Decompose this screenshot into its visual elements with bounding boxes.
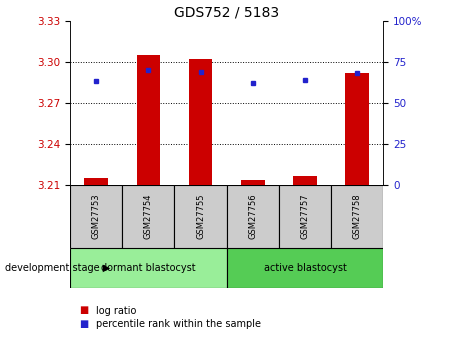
Text: GSM27756: GSM27756 [248, 194, 257, 239]
Bar [70, 185, 122, 248]
Text: percentile rank within the sample: percentile rank within the sample [96, 319, 261, 329]
Bar [241, 180, 264, 185]
Bar [175, 185, 226, 248]
Bar [226, 185, 279, 248]
Bar [122, 185, 175, 248]
Text: dormant blastocyst: dormant blastocyst [101, 263, 196, 273]
Bar [189, 59, 212, 185]
Bar [84, 178, 108, 185]
Bar [70, 248, 226, 288]
Bar [279, 185, 331, 248]
Bar [331, 185, 383, 248]
Text: GSM27755: GSM27755 [196, 194, 205, 239]
Text: GSM27757: GSM27757 [300, 194, 309, 239]
Text: GSM27754: GSM27754 [144, 194, 153, 239]
Text: GSM27753: GSM27753 [92, 194, 101, 239]
Bar [345, 72, 369, 185]
Text: active blastocyst: active blastocyst [263, 263, 346, 273]
Bar [137, 55, 160, 185]
Text: log ratio: log ratio [96, 306, 137, 315]
Text: ■: ■ [79, 319, 88, 329]
Text: ■: ■ [79, 306, 88, 315]
Bar [226, 248, 383, 288]
Text: development stage ▶: development stage ▶ [5, 263, 110, 273]
Bar [293, 176, 317, 185]
Text: GSM27758: GSM27758 [353, 194, 362, 239]
Title: GDS752 / 5183: GDS752 / 5183 [174, 6, 279, 20]
